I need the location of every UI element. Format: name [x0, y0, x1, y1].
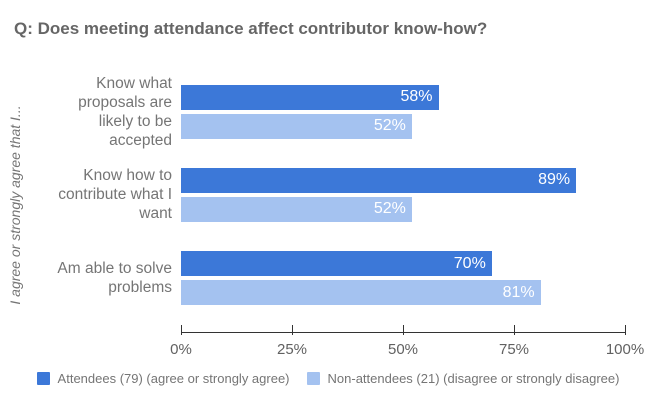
legend: Attendees (79) (agree or strongly agree)… [0, 371, 656, 386]
legend-swatch [36, 372, 50, 385]
bar-non-attendees: 81% [181, 280, 541, 306]
category-label: Know what proposals are likely to be accept… [78, 74, 172, 149]
bar-value-label: 58% [400, 88, 433, 106]
bar-value-label: 52% [373, 200, 406, 218]
plot-area: 58% 52% 89% 52% 70% 81% [181, 70, 625, 320]
bar-value-label: 52% [373, 117, 406, 135]
bar-non-attendees: 52% [181, 113, 412, 139]
bar-attendees: 70% [181, 251, 492, 277]
x-tick-label: 75% [498, 341, 530, 358]
chart-title: Q: Does meeting attendance affect contri… [14, 19, 488, 38]
x-tick-label: 25% [276, 341, 308, 358]
bar-value-label: 70% [453, 254, 486, 272]
x-tick-mark [403, 325, 404, 335]
legend-swatch [306, 372, 320, 385]
x-tick-mark [292, 325, 293, 335]
x-tick-mark [514, 325, 515, 335]
x-tick-label: 100% [605, 341, 645, 358]
bar-attendees: 58% [181, 84, 439, 110]
legend-label: Non-attendees (21) (disagree or strongly… [327, 371, 620, 386]
bar-non-attendees: 52% [181, 196, 412, 222]
x-tick-label: 50% [387, 341, 419, 358]
legend-item-non-attendees: Non-attendees (21) (disagree or strongly… [306, 371, 620, 386]
bar-value-label: 81% [502, 283, 535, 301]
x-tick-label: 0% [170, 341, 192, 358]
legend-label: Attendees (79) (agree or strongly agree) [57, 371, 290, 386]
bar-value-label: 89% [538, 171, 571, 189]
category-label: Am able to solve problems [57, 260, 172, 297]
category-axis: Know what proposals are likely to be accept… [0, 70, 172, 320]
x-tick-mark [625, 325, 626, 335]
x-axis-line [181, 332, 626, 333]
x-tick-mark [181, 325, 182, 335]
bar-group: 58% 52% [181, 70, 625, 153]
bar-group: 89% 52% [181, 153, 625, 236]
bar-attendees: 89% [181, 167, 577, 193]
bar-group: 70% 81% [181, 237, 625, 320]
legend-item-attendees: Attendees (79) (agree or strongly agree) [36, 371, 290, 386]
